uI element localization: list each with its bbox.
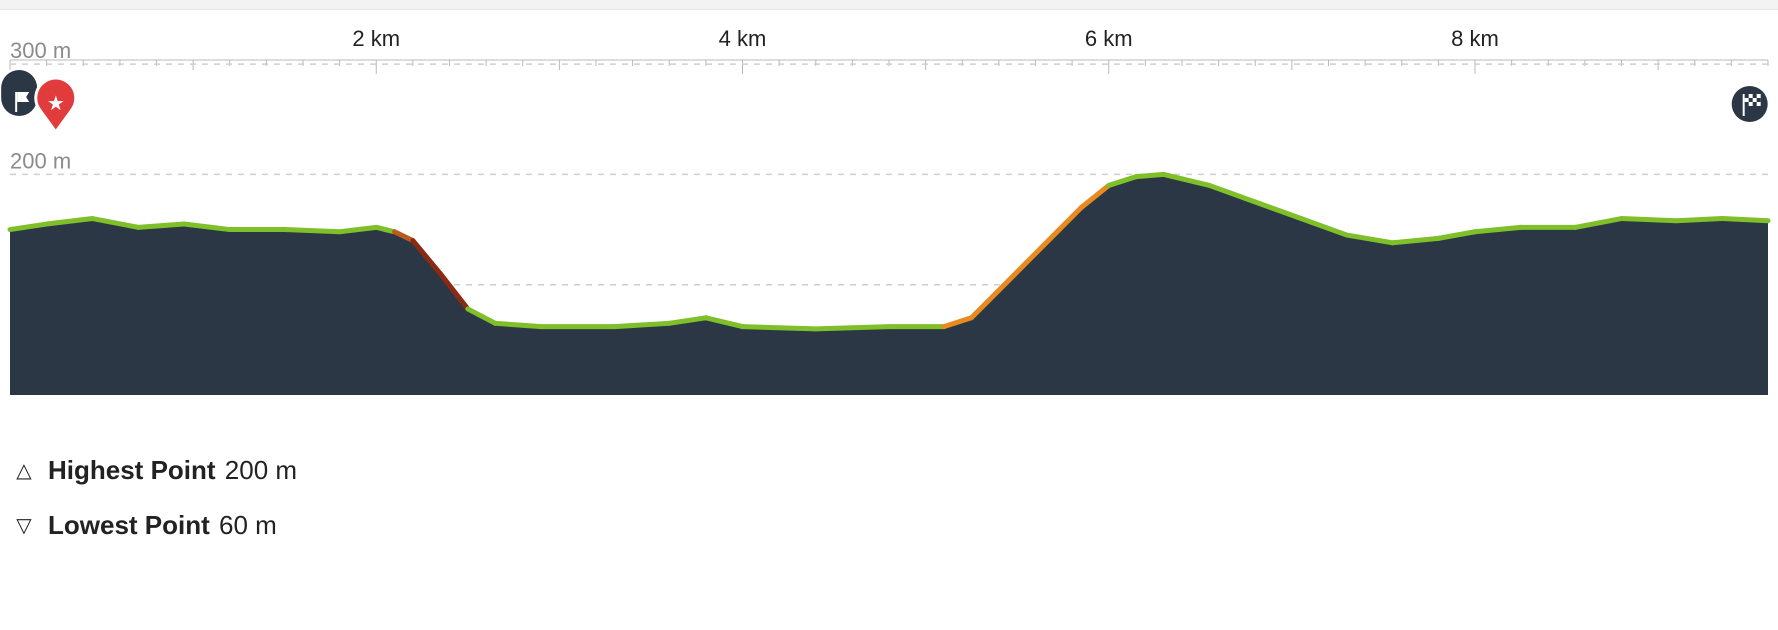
- svg-text:200 m: 200 m: [10, 148, 71, 173]
- triangle-up-icon: △: [14, 461, 34, 481]
- stats-panel: △ Highest Point 200 m ▽ Lowest Point 60 …: [0, 395, 1778, 541]
- stat-lowest-value: 60 m: [219, 510, 277, 540]
- stat-highest-label: Highest Point: [48, 455, 216, 485]
- svg-text:★: ★: [47, 93, 65, 115]
- svg-text:300 m: 300 m: [10, 38, 71, 63]
- svg-text:8 km: 8 km: [1451, 26, 1499, 51]
- svg-text:4 km: 4 km: [719, 26, 767, 51]
- stat-lowest: ▽ Lowest Point 60 m: [14, 510, 1778, 541]
- stat-highest-value: 200 m: [225, 455, 297, 485]
- svg-text:2 km: 2 km: [352, 26, 400, 51]
- triangle-down-icon: ▽: [14, 516, 34, 536]
- top-divider: [0, 0, 1778, 10]
- stat-lowest-label: Lowest Point: [48, 510, 210, 540]
- svg-text:6 km: 6 km: [1085, 26, 1133, 51]
- elevation-chart-svg: 2 km4 km6 km8 km100 m200 m300 m★: [0, 10, 1778, 395]
- stat-highest: △ Highest Point 200 m: [14, 455, 1778, 486]
- elevation-chart[interactable]: 2 km4 km6 km8 km100 m200 m300 m★: [0, 10, 1778, 395]
